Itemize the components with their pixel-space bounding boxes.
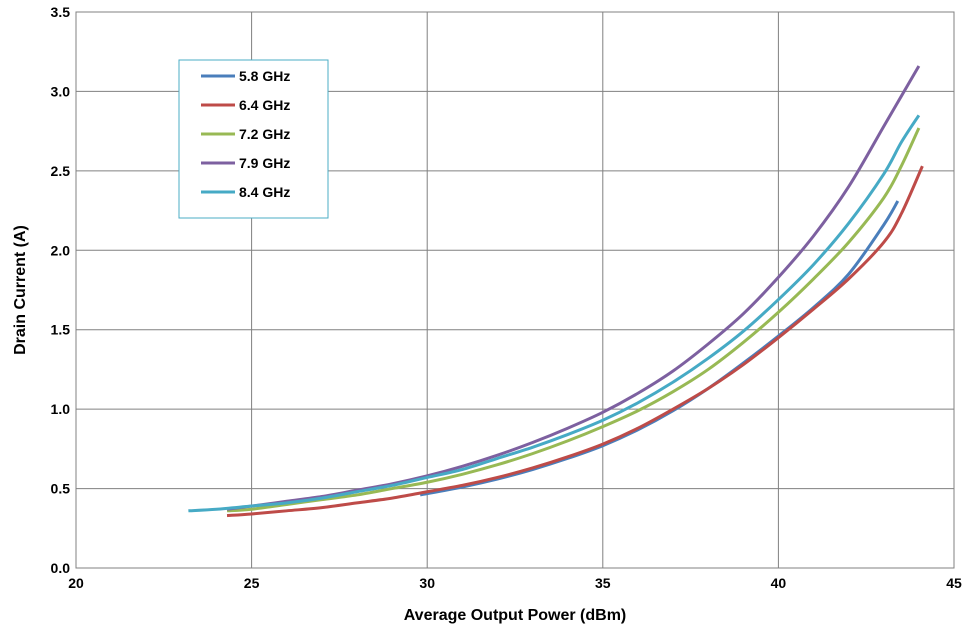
- legend: 5.8 GHz 6.4 GHz 7.2 GHz 7.9 GHz 8.4 GHz: [178, 59, 329, 219]
- plot-area-border: [75, 11, 955, 569]
- series-lines: [188, 65, 924, 518]
- y-tick-label: 0.5: [51, 481, 71, 497]
- tick-labels: 20 25 30 35 40 45 0.0 0.5 1.0 1.5 2.0 2.5 3.0 3.5: [51, 4, 962, 591]
- x-tick-label: 20: [68, 575, 84, 591]
- series-line-8-4-ghz: [188, 114, 921, 513]
- y-tick-label: 2.0: [51, 242, 71, 258]
- y-tick-label: 2.5: [51, 163, 71, 179]
- series-line-7-2-ghz: [226, 127, 921, 513]
- legend-label: 7.2 GHz: [239, 126, 290, 142]
- x-tick-label: 35: [595, 575, 611, 591]
- series-line-6-4-ghz: [226, 165, 924, 518]
- legend-label: 7.9 GHz: [239, 155, 290, 171]
- legend-label: 6.4 GHz: [239, 97, 290, 113]
- x-tick-label: 40: [771, 575, 787, 591]
- y-tick-label: 0.0: [51, 560, 71, 576]
- x-tick-label: 45: [946, 575, 962, 591]
- series-line-7-9-ghz: [226, 65, 921, 511]
- y-tick-label: 1.5: [51, 322, 71, 338]
- x-axis-title: Average Output Power (dBm): [404, 607, 627, 624]
- y-tick-label: 1.0: [51, 401, 71, 417]
- y-axis-title: Drain Current (A): [12, 225, 29, 355]
- y-tick-label: 3.5: [51, 4, 71, 20]
- legend-label: 5.8 GHz: [239, 68, 290, 84]
- x-tick-label: 30: [419, 575, 435, 591]
- x-tick-label: 25: [244, 575, 260, 591]
- y-tick-label: 3.0: [51, 83, 71, 99]
- legend-label: 8.4 GHz: [239, 184, 290, 200]
